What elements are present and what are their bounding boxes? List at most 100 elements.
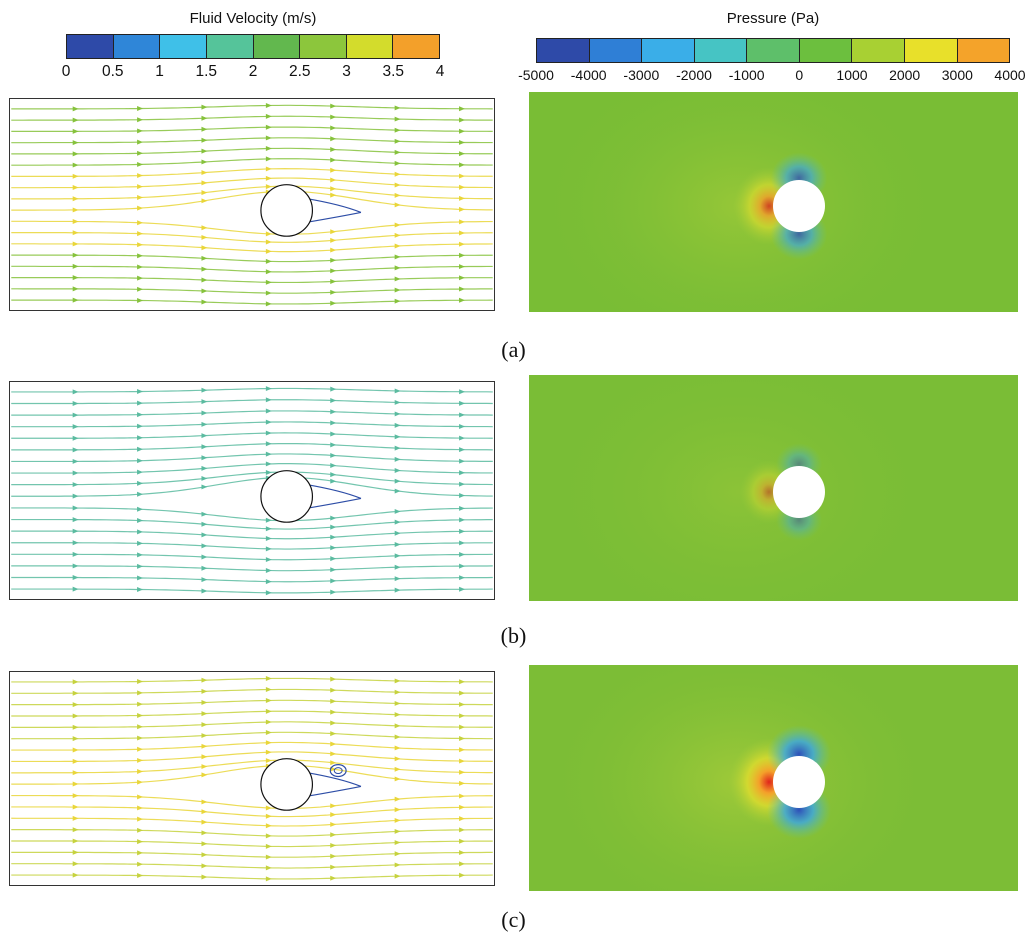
flow-arrow: [265, 843, 272, 849]
flow-arrow: [72, 435, 79, 441]
flow-arrow: [72, 815, 79, 821]
flow-arrow: [330, 760, 337, 766]
flow-arrow: [459, 412, 466, 418]
flow-arrow: [72, 470, 79, 476]
streamline: [11, 530, 493, 540]
flow-arrow: [265, 461, 272, 467]
flow-arrow: [201, 743, 208, 749]
pressure-colorbar-tick-label: 4000: [994, 67, 1026, 83]
velocity-streamline-panel-b: [9, 381, 495, 600]
flow-arrow: [459, 470, 466, 476]
flow-arrow: [137, 231, 144, 237]
flow-arrow: [330, 125, 337, 131]
flow-arrow: [265, 103, 272, 108]
flow-arrow: [394, 851, 401, 857]
streamline: [11, 137, 493, 144]
flow-arrow: [394, 564, 401, 570]
streamline: [11, 421, 493, 428]
velocity-colorbar: [66, 34, 440, 59]
flow-arrow: [201, 225, 208, 231]
streamline: [11, 741, 493, 751]
flow-arrow: [459, 184, 465, 190]
flow-arrow: [394, 298, 401, 304]
flow-arrow: [72, 263, 79, 269]
flow-arrow: [459, 793, 465, 799]
flow-arrow: [201, 266, 208, 272]
flow-arrow: [72, 861, 79, 867]
flow-arrow: [330, 114, 337, 120]
streamline: [11, 794, 493, 810]
vortex: [329, 764, 347, 778]
flow-arrow: [72, 286, 79, 292]
flow-arrow: [265, 758, 272, 764]
flow-arrow: [394, 160, 401, 166]
flow-arrow: [72, 412, 79, 418]
streamline: [11, 829, 493, 837]
flow-arrow: [72, 128, 79, 134]
streamlines-svg: [11, 103, 493, 307]
flow-arrow: [265, 269, 272, 275]
flow-arrow: [459, 117, 465, 123]
flow-arrow: [459, 679, 465, 685]
flow-arrow: [394, 862, 401, 868]
flow-arrow: [330, 136, 337, 142]
flow-arrow: [72, 551, 79, 557]
flow-arrow: [201, 180, 208, 186]
flow-arrow: [330, 420, 337, 426]
streamline: [11, 874, 493, 880]
flow-arrow: [201, 465, 208, 471]
flow-arrow: [201, 387, 208, 393]
flow-arrow: [394, 519, 401, 525]
flow-arrow: [201, 475, 208, 481]
streamline: [11, 542, 493, 550]
flow-arrow: [201, 852, 208, 858]
flow-arrow: [394, 756, 401, 762]
flow-arrow: [330, 463, 337, 469]
flow-arrow: [72, 747, 79, 753]
flow-arrow: [72, 151, 79, 157]
flow-arrow: [394, 287, 401, 293]
flow-arrow: [72, 563, 79, 569]
flow-arrow: [72, 252, 79, 258]
flow-arrow: [330, 864, 337, 870]
flow-arrow: [201, 577, 208, 583]
streamline: [11, 232, 493, 243]
streamline: [11, 399, 493, 405]
flow-arrow: [265, 441, 272, 447]
flow-arrow: [201, 148, 208, 154]
flow-arrow: [72, 447, 79, 453]
flow-arrow: [72, 424, 79, 430]
flow-arrow: [330, 589, 337, 595]
flow-arrow: [201, 198, 208, 204]
flow-arrow: [137, 805, 144, 811]
flow-arrow: [265, 687, 272, 693]
streamline: [11, 185, 493, 200]
streamlines-svg: [11, 386, 493, 596]
flow-arrow: [201, 688, 208, 694]
flow-arrow: [137, 298, 144, 303]
flow-arrow: [394, 422, 401, 428]
velocity-streamline-panel-a: [9, 98, 495, 311]
streamline: [11, 168, 493, 177]
flow-arrow: [137, 173, 144, 179]
wake-line: [306, 483, 362, 499]
flow-arrow: [137, 540, 144, 546]
flow-arrow: [330, 177, 337, 183]
flow-arrow: [201, 410, 208, 416]
flow-arrow: [394, 411, 401, 417]
pressure-halo: [539, 375, 939, 601]
flow-arrow: [459, 540, 466, 546]
flow-arrow: [330, 279, 337, 284]
streamline: [11, 759, 493, 774]
flow-arrow: [459, 769, 465, 775]
flow-arrow: [459, 389, 466, 395]
flow-arrow: [137, 242, 144, 248]
flow-arrow: [394, 840, 401, 846]
flow-arrow: [394, 488, 401, 494]
flow-arrow: [201, 874, 208, 880]
wake-line: [306, 211, 362, 223]
flow-arrow: [72, 827, 79, 833]
flow-arrow: [72, 690, 79, 696]
flow-arrow: [394, 478, 401, 484]
flow-arrow: [72, 540, 79, 546]
